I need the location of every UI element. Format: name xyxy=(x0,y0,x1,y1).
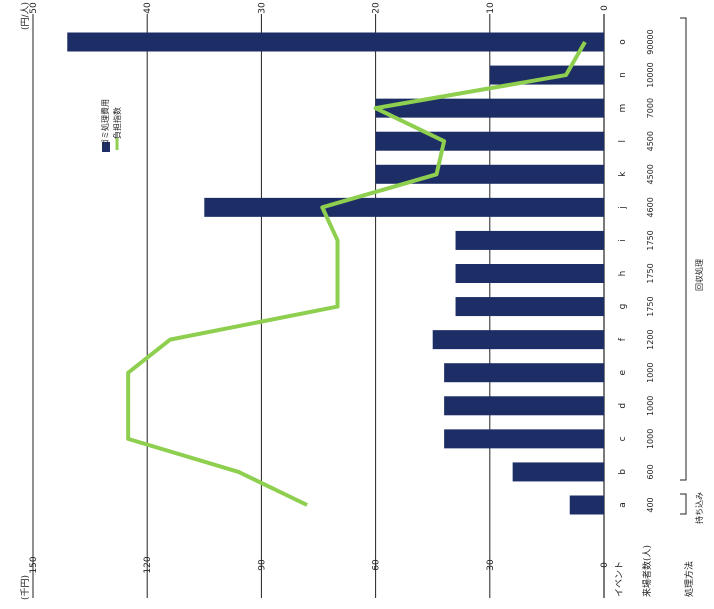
right-axis-tick-label: 20 xyxy=(372,2,382,14)
left-axis-tick-label: 90 xyxy=(257,559,267,571)
left-axis-tick-label: 30 xyxy=(486,559,496,571)
bar-m xyxy=(375,98,604,118)
right-axis-tick-label: 10 xyxy=(486,2,496,14)
participant-labels: 400 600 1000 1000 1000 1200 1750 1750 1750 4600 45… xyxy=(646,29,655,512)
participant-count-label: 4500 xyxy=(646,164,655,184)
bar-n xyxy=(489,65,604,85)
participant-count-label: 1750 xyxy=(646,296,655,316)
bar-l xyxy=(375,131,604,151)
category-label: m xyxy=(618,104,628,113)
category-label: i xyxy=(618,239,628,242)
right-axis-tick-label: 40 xyxy=(143,2,153,14)
category-label: d xyxy=(618,403,628,409)
participant-count-label: 4600 xyxy=(646,197,655,217)
participant-count-label: 1750 xyxy=(646,230,655,250)
participant-count-label: 1000 xyxy=(646,429,655,449)
bracket-collect xyxy=(680,17,687,481)
category-label: c xyxy=(618,436,628,441)
category-label: o xyxy=(618,39,628,45)
bar-j xyxy=(204,197,605,217)
category-label: n xyxy=(618,72,628,78)
left-axis-tick-label: 120 xyxy=(143,556,153,573)
participant-count-label: 1000 xyxy=(646,363,655,383)
line-series xyxy=(126,41,587,507)
bar-i xyxy=(455,230,604,250)
right-axis-tick-label: 30 xyxy=(257,2,267,14)
right-axis-tick-label: 0 xyxy=(600,5,610,11)
participant-count-label: 1200 xyxy=(646,329,655,349)
category-label: b xyxy=(618,469,628,475)
bar-d xyxy=(444,396,604,416)
bar-e xyxy=(444,363,604,383)
bar-o xyxy=(67,32,604,52)
participant-count-label: 1750 xyxy=(646,263,655,283)
bar-b xyxy=(512,462,604,482)
bar-g xyxy=(455,297,604,317)
legend-bar-swatch xyxy=(102,142,110,152)
left-axis-tick-label: 60 xyxy=(372,559,382,571)
category-label: j xyxy=(618,206,628,210)
category-label: e xyxy=(618,369,628,375)
right-axis-unit: (円/人) xyxy=(20,2,31,30)
left-axis-tick-label: 0 xyxy=(600,562,610,568)
bracket-self xyxy=(680,493,687,515)
category-label: h xyxy=(618,271,628,277)
bracket-label-self: 持ち込み xyxy=(694,492,704,524)
category-label: a xyxy=(618,502,628,508)
bar-f xyxy=(432,330,604,350)
row-label-event: イベント xyxy=(615,561,625,597)
top-axis: 50 40 30 20 10 0 xyxy=(29,2,610,14)
legend-bar-label: ゴミ処理費用 xyxy=(100,99,110,147)
row-label-sorting: 処理方法 xyxy=(683,561,695,597)
category-labels: a b c d e f g h i j k l m n o xyxy=(618,39,628,508)
bar-a xyxy=(569,495,604,515)
right-axis-tick-label: 50 xyxy=(29,2,39,14)
participant-count-label: 4500 xyxy=(646,131,655,151)
category-label: k xyxy=(618,171,628,177)
participant-count-label: 600 xyxy=(646,464,655,479)
participant-count-label: 7000 xyxy=(646,98,655,118)
participant-count-label: 90000 xyxy=(646,29,655,54)
legend-line-label: 負担指数 xyxy=(112,107,122,139)
bar-h xyxy=(455,264,604,283)
participant-count-label: 400 xyxy=(646,497,655,512)
participant-count-label: 10000 xyxy=(646,62,655,87)
category-label: l xyxy=(618,140,628,143)
participant-count-label: 1000 xyxy=(646,396,655,416)
category-label: f xyxy=(618,337,628,341)
row-label-participants: 来場者数(人) xyxy=(641,545,653,597)
bar-c xyxy=(444,429,604,449)
left-axis-unit: (千円) xyxy=(20,575,31,600)
bars xyxy=(67,32,605,515)
bar-k xyxy=(375,164,604,184)
category-label: g xyxy=(618,304,628,310)
bracket-label-collect: 回収処理 xyxy=(694,259,704,291)
left-axis-tick-label: 150 xyxy=(29,556,39,573)
bottom-axis: 150 120 90 60 30 0 xyxy=(29,556,610,573)
